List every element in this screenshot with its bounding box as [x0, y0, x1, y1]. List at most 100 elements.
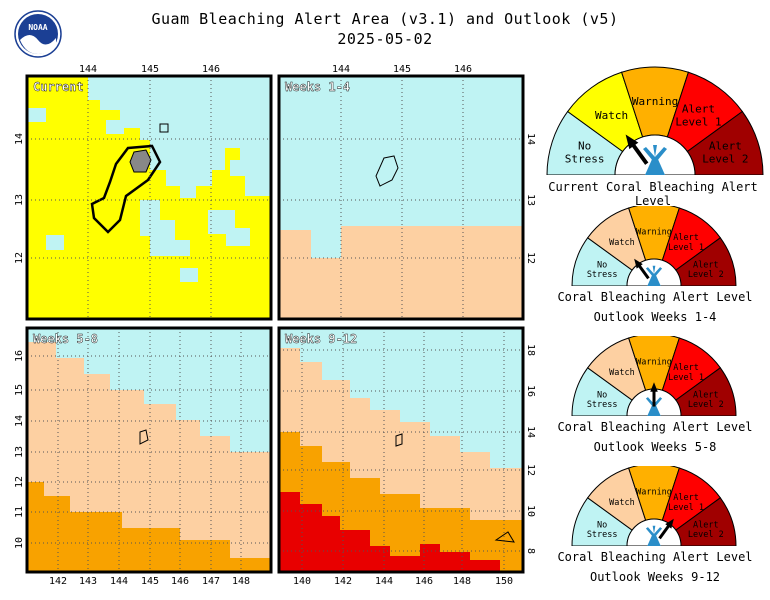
gauge-segment-label: Level 1: [668, 503, 704, 513]
gauge-segment-label: Alert: [673, 233, 699, 243]
tick-lat: 12: [14, 476, 25, 488]
gauge-weeks-5-8-label-1: Coral Bleaching Alert Level: [557, 420, 753, 434]
noaa-logo-text: NOAA: [28, 23, 47, 32]
tick-lon: 140: [293, 576, 311, 587]
gauge-segment-label: Watch: [595, 109, 628, 122]
tick-lat: 10: [525, 505, 536, 517]
tick-lon: 142: [49, 576, 67, 587]
gauge-segment-label: Watch: [609, 238, 635, 248]
gauge-pointer-head: [665, 518, 674, 529]
gauge-segment-label: Stress: [587, 400, 618, 410]
tick-lon: 142: [334, 576, 352, 587]
gauge-segment-label: Alert: [709, 140, 742, 153]
gauge-segment-label: Alert: [693, 520, 719, 530]
tick-lon: 146: [202, 64, 220, 75]
map-label-weeks-1-4: Weeks 1-4: [285, 80, 350, 94]
gauge-segment-label: No: [597, 390, 607, 400]
map-weeks-9-12: [277, 326, 525, 574]
gauge-segment-label: Alert: [693, 390, 719, 400]
gauge-pointer-head: [625, 134, 639, 150]
tick-lon: 146: [415, 576, 433, 587]
tick-lon: 144: [110, 576, 128, 587]
tick-lon: 144: [375, 576, 393, 587]
gauge-pointer-head: [634, 258, 643, 269]
tick-lon: 144: [332, 64, 350, 75]
gauge-weeks-1-4-label-1: Coral Bleaching Alert Level: [557, 290, 753, 304]
gauge-segment-label: Warning: [636, 357, 672, 367]
tick-lon: 143: [79, 576, 97, 587]
tick-lat: 14: [14, 415, 25, 427]
gauge-segment-label: Warning: [632, 95, 678, 108]
ticks-current: 144 145 146 14 13 12: [14, 64, 220, 264]
tick-lon: 148: [453, 576, 471, 587]
tick-lat: 16: [14, 350, 25, 362]
coral-icon: [645, 525, 663, 546]
page-date: 2025-05-02: [337, 30, 433, 48]
gauge-weeks-9-12-label-1: Coral Bleaching Alert Level: [557, 550, 753, 564]
tick-lat: 16: [525, 385, 536, 397]
tick-lon: 148: [232, 576, 250, 587]
tick-lat: 12: [14, 252, 25, 264]
gauge-segment-label: Warning: [636, 487, 672, 497]
coral-icon: [643, 145, 667, 175]
tick-lon: 147: [202, 576, 220, 587]
gauge-segment-label: Watch: [609, 368, 635, 378]
tick-lat: 10: [14, 537, 25, 549]
gauge-segment-label: Alert: [673, 493, 699, 503]
tick-lat: 13: [14, 194, 25, 206]
gauge-segment-label: Level 2: [702, 152, 748, 165]
tick-lat: 13: [14, 446, 25, 458]
tick-lat: 14: [525, 426, 536, 438]
gauge-segment-label: No: [597, 260, 607, 270]
gauge-segment-label: Watch: [609, 498, 635, 508]
map-weeks-1-4: [277, 74, 525, 321]
gauge-segment-label: Alert: [693, 260, 719, 270]
tick-lon: 144: [79, 64, 97, 75]
coral-icon: [645, 265, 663, 286]
gauge-segment-label: Alert: [673, 363, 699, 373]
tick-lat: 12: [525, 464, 536, 476]
map-label-weeks-5-8: Weeks 5-8: [33, 332, 98, 346]
map-current: [25, 74, 273, 321]
tick-lon: 150: [495, 576, 513, 587]
tick-lat: 8: [525, 548, 536, 554]
gauge-current-label: Current Coral Bleaching Alert Level: [548, 180, 758, 208]
tick-lon: 145: [393, 64, 411, 75]
tick-lon: 146: [171, 576, 189, 587]
tick-lon: 145: [141, 576, 159, 587]
gauge-segment-label: Alert: [682, 103, 715, 116]
map-weeks-5-8: [25, 326, 273, 574]
tick-lat: 13: [525, 194, 536, 206]
map-label-current: Current: [33, 80, 84, 94]
map-label-weeks-9-12: Weeks 9-12: [285, 332, 357, 346]
tick-lon: 146: [454, 64, 472, 75]
gauge-segment-label: Stress: [565, 152, 605, 165]
ticks-weeks-5-8: 142 143 144 145 146 147 148 16 15 14 13 …: [14, 350, 250, 587]
gauge-segment-label: Level 1: [675, 115, 721, 128]
tick-lat: 12: [525, 252, 536, 264]
tick-lat: 14: [14, 133, 25, 145]
gauge-segment-label: Stress: [587, 530, 618, 540]
gauge-segment-label: No: [597, 520, 607, 530]
gauge-segment-label: Level 2: [688, 270, 724, 280]
ticks-weeks-9-12: 140 142 144 146 148 150 18 16 14 12 10 8: [293, 344, 536, 587]
noaa-logo: NOAA: [14, 10, 62, 62]
tick-lon: 145: [141, 64, 159, 75]
gauge-weeks-9-12-label-2: Outlook Weeks 9-12: [589, 570, 721, 584]
tick-lat: 15: [14, 384, 25, 396]
gauge-segment-label: No: [578, 140, 591, 153]
page-title: Guam Bleaching Alert Area (v3.1) and Out…: [151, 10, 619, 28]
gauge-weeks-1-4-label-2: Outlook Weeks 1-4: [593, 310, 717, 324]
gauge-segment-label: Level 1: [668, 243, 704, 253]
map-panels: Current Weeks 1-4 Weeks 5-8 Weeks 9-12 1…: [14, 64, 536, 587]
gauge-weeks-5-8-label-2: Outlook Weeks 5-8: [593, 440, 717, 454]
gauge-segment-label: Level 2: [688, 400, 724, 410]
gauge-segment-label: Stress: [587, 270, 618, 280]
tick-lat: 18: [525, 344, 536, 356]
tick-lat: 14: [525, 133, 536, 145]
ticks-weeks-1-4: 144 145 146 14 13 12: [332, 64, 536, 264]
